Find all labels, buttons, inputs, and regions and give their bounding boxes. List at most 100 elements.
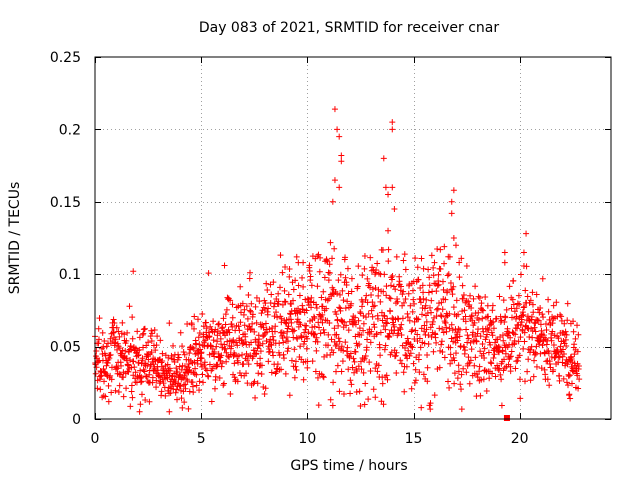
data-point (406, 281, 413, 288)
data-point (141, 368, 148, 375)
data-point (571, 351, 578, 358)
data-point (243, 370, 250, 377)
data-point (270, 279, 277, 286)
data-point (299, 274, 306, 281)
data-point (385, 258, 392, 265)
data-point (294, 335, 301, 342)
data-point (309, 358, 316, 365)
data-point (439, 326, 446, 333)
data-point (201, 362, 208, 369)
data-point (175, 354, 182, 361)
data-point (242, 333, 249, 340)
data-point (313, 304, 320, 311)
data-point (196, 378, 203, 385)
data-point (387, 308, 394, 315)
data-point (301, 338, 308, 345)
data-point (385, 227, 392, 234)
data-point (108, 389, 115, 396)
data-point (285, 345, 292, 352)
data-point (468, 312, 475, 319)
data-point (457, 381, 464, 388)
data-point (344, 298, 351, 305)
data-point (101, 378, 108, 385)
data-point (478, 300, 485, 307)
data-point (235, 352, 242, 359)
data-point (480, 350, 487, 357)
data-point (282, 299, 289, 306)
data-point (191, 313, 198, 320)
data-point (492, 373, 499, 380)
data-point (439, 306, 446, 313)
data-point (97, 376, 104, 383)
data-point (497, 371, 504, 378)
data-point (111, 320, 118, 327)
data-point (524, 324, 531, 331)
data-point (263, 280, 270, 287)
data-point (368, 307, 375, 314)
data-point (575, 362, 582, 369)
data-point (103, 362, 110, 369)
data-point (527, 347, 534, 354)
data-point (496, 344, 503, 351)
data-point (366, 359, 373, 366)
data-point (211, 329, 218, 336)
data-point (235, 359, 242, 366)
data-point (279, 269, 286, 276)
data-point (474, 374, 481, 381)
data-point (485, 349, 492, 356)
data-point (484, 331, 491, 338)
data-point (461, 307, 468, 314)
data-point (176, 382, 183, 389)
data-point (553, 299, 560, 306)
data-point (282, 370, 289, 377)
data-point (146, 371, 153, 378)
data-point (486, 339, 493, 346)
data-point (475, 316, 482, 323)
data-point (310, 313, 317, 320)
data-point (196, 387, 203, 394)
data-point (336, 133, 343, 140)
data-point (205, 373, 212, 380)
data-point (166, 408, 173, 415)
data-point (513, 305, 520, 312)
data-point (398, 283, 405, 290)
data-point (344, 344, 351, 351)
y-tick-label: 0 (72, 412, 81, 428)
data-point (358, 331, 365, 338)
data-point (415, 276, 422, 283)
data-point (280, 330, 287, 337)
data-point (527, 377, 534, 384)
data-point (210, 337, 217, 344)
data-point (365, 280, 372, 287)
data-point (244, 357, 251, 364)
data-point (356, 341, 363, 348)
data-point (364, 275, 371, 282)
data-point (416, 352, 423, 359)
data-point (105, 382, 112, 389)
data-point (288, 319, 295, 326)
data-point (387, 282, 394, 289)
data-point (280, 355, 287, 362)
data-point (343, 322, 350, 329)
data-point (100, 344, 107, 351)
data-point (389, 119, 396, 126)
data-point (509, 296, 516, 303)
data-point (394, 296, 401, 303)
data-point (537, 305, 544, 312)
data-point (99, 329, 106, 336)
data-point (235, 323, 242, 330)
data-point (409, 287, 416, 294)
data-point (255, 342, 262, 349)
data-point (373, 267, 380, 274)
data-point (300, 376, 307, 383)
data-point (500, 297, 507, 304)
data-point (253, 294, 260, 301)
data-point (414, 264, 421, 271)
data-point (134, 328, 141, 335)
data-point (181, 363, 188, 370)
data-point (360, 312, 367, 319)
data-point (468, 313, 475, 320)
data-point (424, 364, 431, 371)
data-point (462, 318, 469, 325)
data-point (490, 325, 497, 332)
